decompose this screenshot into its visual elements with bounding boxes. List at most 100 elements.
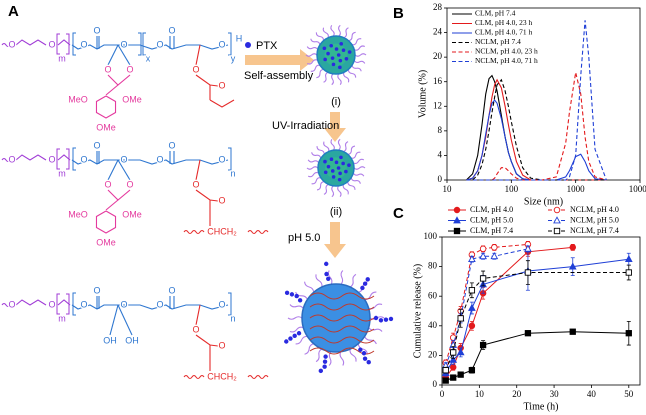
atom-label: OMe (96, 122, 116, 132)
corona (351, 65, 362, 72)
data-point (442, 367, 449, 374)
atom-label: O (80, 299, 87, 309)
drug-dot (336, 53, 341, 57)
drug-dot (334, 160, 339, 165)
series-line (445, 258, 629, 374)
legend-marker (453, 216, 461, 224)
data-point (468, 303, 476, 311)
drug-dot (323, 170, 328, 175)
bond (117, 159, 131, 181)
drug-dot (344, 57, 349, 61)
y-tick-label: 28 (433, 2, 443, 12)
wavy-bond (247, 229, 269, 235)
drug-dot (361, 351, 367, 356)
drug-dot (329, 43, 333, 48)
step-label: Self-assembly (244, 70, 314, 82)
legend-label: NCLM, pH 4.0, 23 h (475, 47, 538, 56)
y-tick-label: 24 (433, 27, 443, 37)
legend-label: CLM, pH 7.4 (475, 9, 516, 18)
series-line (466, 78, 607, 181)
corona (327, 270, 333, 285)
panel-label: C (393, 205, 404, 222)
legend-label: NCLM, pH 4.0, 71 h (475, 56, 538, 65)
atom-label: O (104, 64, 111, 74)
wavy-bond (183, 229, 205, 235)
drug-dot (288, 336, 293, 341)
bond (15, 39, 47, 46)
corona (337, 73, 342, 86)
atom-label: O (218, 80, 225, 90)
corona (289, 326, 304, 333)
x-axis-label: Size (nm) (524, 196, 563, 207)
wavy-bond (1, 42, 11, 48)
corona (337, 138, 341, 151)
atom-label: O (120, 39, 127, 49)
bond (195, 189, 219, 202)
atom-label: O (48, 299, 55, 309)
series-line (466, 20, 607, 181)
drug-dot (360, 285, 365, 291)
drug-dot (362, 356, 368, 361)
atom-label: O (8, 154, 15, 164)
bond (71, 304, 229, 310)
atom-label: O (156, 299, 163, 309)
corona (354, 53, 367, 57)
drug-dot (378, 318, 384, 323)
drug-dot (323, 354, 328, 359)
corona (338, 24, 341, 37)
atom-label: O (8, 299, 15, 309)
corona (350, 177, 361, 184)
atom-label: O (218, 195, 225, 205)
corona (353, 158, 365, 165)
corona (306, 59, 319, 65)
drug-dot (322, 364, 327, 369)
legend-label: NCLM, pH 7.4 (570, 226, 619, 235)
corona (306, 166, 319, 170)
atom-label: O (156, 154, 163, 164)
crosslink (309, 325, 375, 333)
bracket (56, 148, 60, 170)
bond (57, 154, 71, 161)
bond (195, 74, 219, 87)
atom-label: O (48, 154, 55, 164)
bracket (66, 293, 70, 315)
atom-label: n (230, 168, 235, 178)
corona (368, 303, 383, 310)
x-tick-label: 10 (443, 184, 453, 194)
bond (95, 210, 117, 234)
series-line (466, 78, 607, 181)
y-tick-label: 4 (438, 149, 443, 159)
atom-label: MeO (68, 209, 88, 219)
data-point (442, 377, 449, 384)
bracket (66, 148, 70, 170)
bond (195, 304, 201, 326)
corona (322, 27, 329, 38)
stage-label: (i) (331, 96, 341, 108)
drug-dot (326, 276, 331, 281)
atom-label: O (192, 179, 199, 189)
y-tick-label: 20 (428, 349, 438, 359)
legend-label: CLM, pH 5.0 (470, 215, 513, 224)
crosslink (309, 314, 375, 322)
bracket (56, 293, 60, 315)
atom-label: O (8, 39, 15, 49)
drug-dot (294, 293, 299, 299)
y-tick-label: 16 (433, 76, 443, 86)
drug-dot (330, 56, 335, 60)
bond (209, 99, 235, 108)
corona (364, 336, 377, 345)
corona (353, 60, 366, 64)
drug-dot (373, 315, 379, 321)
drug-dot (322, 359, 328, 364)
bracket (72, 32, 76, 56)
x-tick-label: 10 (475, 389, 485, 399)
y-axis-label: Volume (%) (417, 70, 428, 118)
data-point (569, 328, 576, 335)
atom-label: O (120, 299, 127, 309)
bond (105, 84, 119, 96)
y-tick-label: 0 (438, 174, 443, 184)
corona (323, 141, 330, 152)
legend-marker (453, 227, 461, 235)
